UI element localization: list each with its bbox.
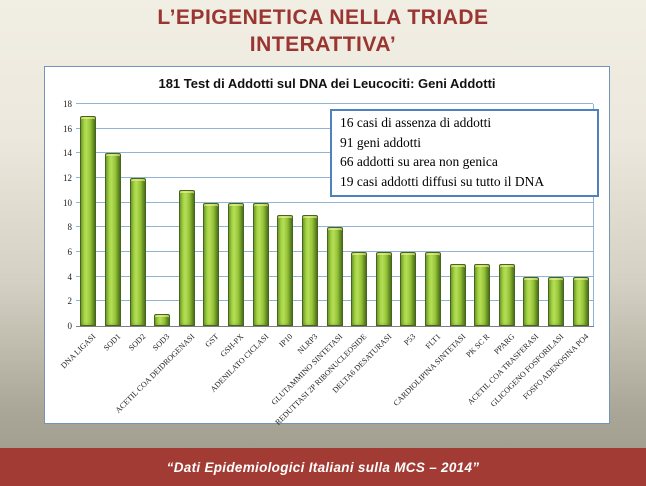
annotation-line: 16 casi di assenza di addotti [340,115,492,130]
x-axis-label: SOD1 [101,332,123,353]
annotation-box: 16 casi di assenza di addotti 91 geni ad… [330,109,599,197]
bar-adenilato-ciclasi [252,202,269,326]
y-tick-label: 0 [67,321,73,331]
bar-dna-ligasi [80,116,97,326]
x-axis-label: PK SC R [464,332,492,360]
x-axis-label: SOD3 [151,332,172,353]
annotation-line: 91 geni addotti [340,134,421,150]
x-axis-label: REDUTTASI 2P RIBONUCLEOSIDE [273,332,369,427]
bar-sod3 [154,313,171,326]
annotation-line: 66 addotti su area non genica [340,154,498,169]
bar-delta6-desaturasi [375,252,392,326]
y-tick-label: 14 [63,148,72,159]
bar-sod1 [104,153,121,326]
bar-reduttasi-2p-ribonucleoside [351,252,368,326]
x-axis-label: GST [203,332,221,350]
footer-band: “Dati Epidemiologici Italiani sulla MCS … [0,448,646,486]
x-axis-label: NLRP3 [295,332,320,356]
footer-citation: “Dati Epidemiologici Italiani sulla MCS … [166,459,480,475]
bar-ip10 [277,215,294,326]
x-axis-label: IP10 [277,332,295,350]
bar-gst [203,202,220,326]
bar-flt1 [424,252,441,326]
y-tick-label: 18 [63,99,72,109]
bar-glicogeno-fosforilasi [548,276,565,326]
bar-acetil-coa-trasferasi [523,276,540,326]
x-axis-line [76,326,594,327]
x-axis-label: FLT1 [423,332,443,351]
bar-glutammino-sintetasi [326,227,343,326]
bar-pparg [498,264,515,326]
y-tick-label: 12 [63,173,72,183]
y-tick-label: 10 [63,197,72,208]
bar-acetil-coa-deidrogenasi [178,190,195,326]
x-axis-label: P53 [402,332,418,348]
bar-gsh-px [228,202,245,326]
slide-title-line1: L’EPIGENETICA NELLA TRIADE [157,6,489,29]
bar-sod2 [129,178,146,326]
gridline-y10 [76,201,593,203]
annotation-line: 19 casi addotti diffusi su tutto il DNA [340,173,545,189]
x-axis-label: DNA LIGASI [59,332,98,371]
bar-cardiolipina-sintetasi [449,264,466,326]
bar-pk-sc-r [474,264,491,326]
y-tick-label: 2 [67,296,73,307]
bar-nlrp3 [301,215,318,326]
y-tick-label: 8 [67,222,73,233]
bar-fosfo-adenosina-po4 [572,276,589,326]
gridline-y18 [76,103,593,104]
bar-p53 [400,252,417,326]
chart-title: 181 Test di Addotti sul DNA dei Leucocit… [158,76,496,91]
x-axis-label: SOD2 [126,332,147,353]
slide-title: L’EPIGENETICA NELLA TRIADE INTERATTIVA’ [0,4,646,58]
chart-panel: 181 Test di Addotti sul DNA dei Leucocit… [44,66,610,427]
gridline-y8 [76,226,593,228]
y-tick-label: 4 [67,271,73,282]
y-tick-label: 16 [63,123,72,134]
slide-title-line2: INTERATTIVA’ [249,33,397,56]
y-tick-label: 6 [67,247,73,257]
